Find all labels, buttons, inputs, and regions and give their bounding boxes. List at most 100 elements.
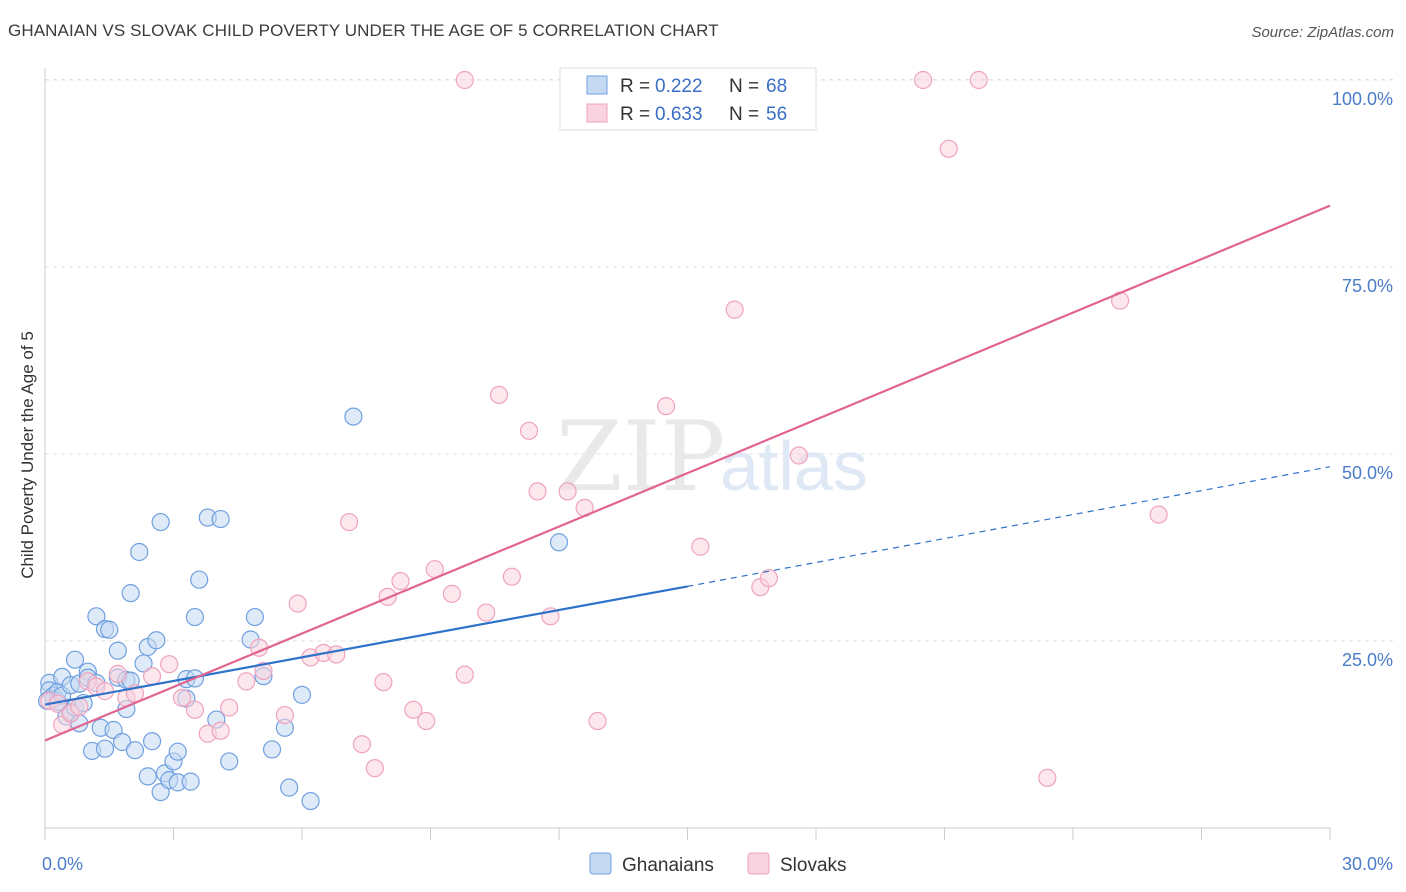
bottom-swatch-slovaks: [747, 852, 770, 875]
y-axis-label: Child Poverty Under the Age of 5: [18, 331, 37, 579]
slovaks-point-38: [477, 603, 496, 622]
ghanaians-point-62: [280, 778, 299, 797]
slovaks-point-26: [340, 512, 359, 532]
ghanaians-point-58: [245, 607, 264, 627]
slovaks-point-8: [108, 664, 127, 684]
slovaks-point-22: [288, 594, 307, 613]
ghanaians-point-32: [121, 584, 140, 603]
y-tick-label-3: 100.0%: [1332, 89, 1393, 109]
ghanaians-point-34: [130, 542, 149, 562]
ghanaians-point-51: [185, 607, 205, 627]
slovaks-point-37: [455, 70, 474, 90]
ghanaians-point-56: [220, 752, 239, 771]
ghanaians-point-12: [65, 650, 85, 669]
slovaks-point-16: [211, 721, 230, 740]
axes: [44, 68, 1331, 840]
slovaks-point-49: [725, 300, 744, 319]
legend-r-label-slovaks: R =: [620, 104, 650, 125]
correlation-legend: R = 0.222 N = 68 R = 0.633 N = 56: [559, 67, 817, 131]
slovaks-point-41: [519, 421, 539, 440]
ghanaians-trend-line: [44, 585, 688, 706]
slovaks-point-7: [95, 682, 115, 701]
slovaks-point-58: [1149, 505, 1168, 524]
watermark-atlas: atlas: [720, 427, 868, 505]
legend-n-value-slovaks: 56: [766, 104, 787, 125]
ghanaians-point-60: [262, 740, 282, 759]
bottom-legend-ghanaians: Ghanaians: [622, 855, 714, 876]
series-legend: Ghanaians Slovaks: [589, 852, 847, 876]
slovaks-point-14: [185, 700, 205, 719]
slovaks-point-36: [455, 665, 474, 684]
ghanaians-point-49: [181, 772, 200, 791]
slovaks-point-42: [528, 482, 547, 501]
slovaks-point-11: [142, 667, 162, 686]
y-tick-label-1: 50.0%: [1342, 463, 1393, 483]
slovaks-point-31: [391, 572, 410, 591]
slovaks-trend-line: [44, 204, 1331, 742]
ghanaians-point-52: [190, 570, 209, 589]
y-tick-label-2: 75.0%: [1342, 276, 1393, 296]
slovaks-point-40: [502, 567, 521, 586]
slovaks-point-28: [365, 759, 384, 778]
legend-n-label-slovaks: N =: [729, 104, 759, 125]
legend-r-value-ghanaians: 0.222: [655, 76, 703, 97]
slovaks-point-56: [1038, 768, 1057, 787]
slovaks-point-52: [789, 446, 808, 465]
legend-r-value-slovaks: 0.633: [655, 104, 703, 125]
slovaks-point-29: [374, 673, 393, 692]
ghanaians-point-26: [108, 641, 127, 660]
x-tick-label-0: 0.0%: [42, 854, 83, 874]
slovaks-point-4: [70, 697, 89, 716]
slovaks-point-47: [656, 397, 676, 416]
slovaks-point-12: [160, 655, 179, 674]
legend-r-label-ghanaians: R =: [620, 76, 650, 97]
ghanaians-trend-extension: [687, 466, 1331, 587]
legend-swatch-slovaks: [586, 103, 608, 123]
ghanaians-point-65: [344, 407, 363, 426]
ghanaians-point-45: [168, 742, 187, 761]
x-tick-labels: 0.0% 30.0%: [42, 854, 1393, 874]
ghanaians-point-66: [549, 533, 569, 552]
gridlines: [45, 79, 1395, 642]
ghanaians-point-28: [112, 732, 132, 752]
slovaks-point-39: [489, 385, 509, 405]
ghanaians-point-20: [87, 607, 106, 626]
source-credit: Source: ZipAtlas.com: [1251, 24, 1394, 41]
ghanaians-point-38: [142, 732, 162, 751]
slovaks-point-55: [969, 70, 988, 90]
legend-n-value-ghanaians: 68: [766, 76, 787, 97]
legend-swatch-ghanaians: [586, 75, 608, 95]
slovaks-point-48: [691, 537, 710, 556]
slovaks-point-54: [939, 139, 958, 158]
slovaks-point-35: [442, 584, 462, 603]
ghanaians-point-55: [211, 509, 230, 529]
ghanaians-point-64: [301, 791, 320, 811]
slovaks-point-18: [237, 672, 256, 691]
slovaks-point-13: [172, 688, 192, 707]
slovaks-point-46: [588, 711, 607, 731]
slovaks-point-17: [220, 698, 239, 717]
y-tick-label-0: 25.0%: [1342, 650, 1393, 670]
slovaks-point-32: [404, 700, 423, 719]
ghanaians-point-33: [125, 741, 145, 760]
y-tick-labels: 25.0% 50.0% 75.0% 100.0%: [1332, 89, 1393, 670]
legend-n-label-ghanaians: N =: [729, 76, 759, 97]
chart-title: GHANAIAN VS SLOVAK CHILD POVERTY UNDER T…: [8, 21, 719, 40]
slovaks-point-21: [275, 705, 294, 725]
ghanaians-point-41: [151, 512, 170, 532]
ghanaians-point-37: [138, 767, 157, 786]
trend-lines: [44, 204, 1331, 742]
slovaks-point-51: [759, 569, 778, 588]
ghanaians-point-24: [100, 620, 119, 639]
slovaks-point-44: [558, 482, 577, 501]
slovaks-point-25: [327, 645, 346, 664]
ghanaians-point-63: [292, 685, 312, 704]
slovaks-point-33: [417, 711, 436, 731]
slovaks-point-53: [913, 70, 933, 90]
ghanaians-point-39: [147, 631, 166, 650]
bottom-swatch-ghanaians: [589, 852, 612, 875]
bottom-legend-slovaks: Slovaks: [780, 855, 847, 876]
slovaks-point-20: [254, 661, 273, 681]
slovaks-point-27: [352, 735, 372, 754]
